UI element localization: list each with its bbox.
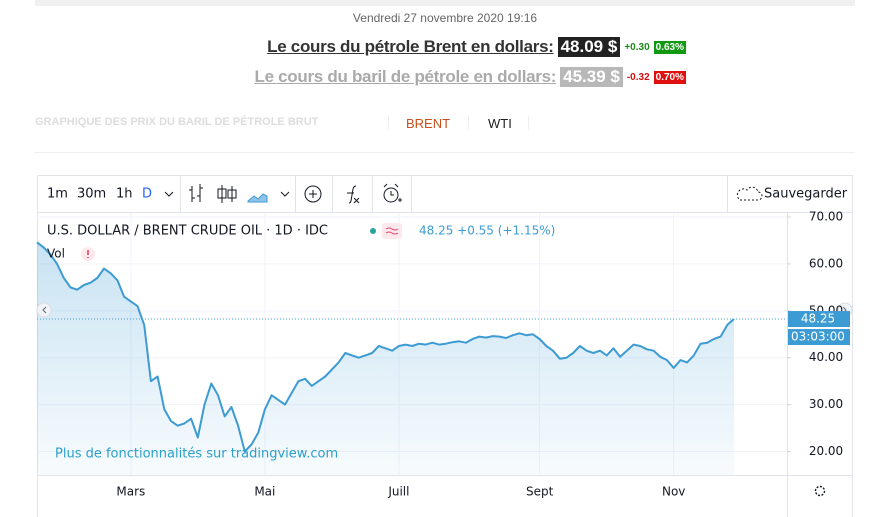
tab[interactable]: WTI (488, 116, 512, 131)
tab-separator (468, 116, 469, 130)
tab-separator (388, 116, 389, 130)
indicator-icon-plus (309, 190, 317, 198)
save-button[interactable]: Sauvegarder (764, 187, 848, 202)
countdown-box (788, 329, 850, 346)
interval-button[interactable]: 1m (47, 187, 68, 202)
candles-icon[interactable] (217, 185, 237, 203)
y-tick-label: 20.00 (809, 444, 843, 458)
y-tick-label: 40.00 (809, 350, 843, 364)
quote: 48.25 +0.55 (+1.15%) (419, 224, 555, 238)
interval-button[interactable]: 30m (77, 187, 106, 202)
countdown-label: 03:03:00 (791, 330, 845, 344)
interval-button[interactable]: D (142, 187, 152, 202)
top-strip (35, 0, 855, 6)
row-change: +0.30 (624, 41, 650, 53)
last-price-box (788, 311, 850, 328)
x-tick-label: Mai (254, 485, 275, 499)
market-status (370, 228, 376, 234)
indicator-icon[interactable] (304, 185, 322, 203)
row-label[interactable]: Le cours du baril de pétrole en dollars: (254, 67, 557, 86)
volume-label: Vol (47, 247, 65, 261)
row-price: 45.39 $ (560, 67, 623, 87)
alert-icon[interactable] (383, 187, 399, 203)
x-tick-label: Mars (116, 485, 145, 499)
price-line (36, 241, 735, 453)
last-price-label: 48.25 (801, 312, 835, 326)
barrel-row: Le cours du baril de pétrole en dollars:… (254, 67, 686, 87)
watermark[interactable]: Plus de fonctionnalités sur tradingview.… (55, 447, 338, 462)
row-label[interactable]: Le cours du pétrole Brent en dollars: (267, 37, 554, 56)
data-badge-icon (385, 227, 399, 235)
cloud-icon[interactable] (736, 186, 763, 201)
interval-button[interactable]: 1h (116, 187, 133, 202)
function-icon[interactable] (347, 185, 360, 204)
y-tick-label: 70.00 (809, 210, 843, 224)
area-fill (37, 242, 734, 475)
datetime: Vendredi 27 novembre 2020 19:16 (352, 11, 538, 25)
brent-row: Le cours du pétrole Brent en dollars: 48… (267, 37, 686, 57)
bars-icon[interactable] (189, 184, 203, 202)
dropdown-icon[interactable] (280, 191, 290, 197)
row-percent: 0.63% (653, 40, 686, 54)
data-badge[interactable] (382, 223, 402, 239)
x-tick-label: Sept (526, 485, 554, 499)
area-icon[interactable] (247, 193, 268, 203)
alert-icon-detail (383, 183, 402, 202)
row-percent: 0.70% (653, 70, 686, 84)
scroll-left[interactable] (36, 302, 52, 318)
x-tick-label: Nov (662, 485, 685, 499)
tab[interactable]: GRAPHIQUE DES PRIX DU BARIL DE PÉTROLE B… (35, 116, 319, 128)
dropdown-icon[interactable] (164, 191, 174, 197)
scroll-left-icon (42, 306, 47, 314)
x-tick-label: Juill (387, 485, 409, 499)
plot (36, 213, 787, 475)
row-price: 48.09 $ (557, 37, 621, 57)
settings-icon[interactable] (814, 485, 826, 497)
divider (35, 152, 855, 153)
symbol-title: U.S. DOLLAR / BRENT CRUDE OIL · 1D · IDC (47, 224, 328, 239)
y-tick-label: 60.00 (809, 256, 843, 270)
tab-active[interactable]: BRENT (406, 116, 451, 131)
y-tick-label: 30.00 (809, 397, 843, 411)
tab-separator (528, 116, 529, 130)
row-change: -0.32 (626, 71, 650, 83)
